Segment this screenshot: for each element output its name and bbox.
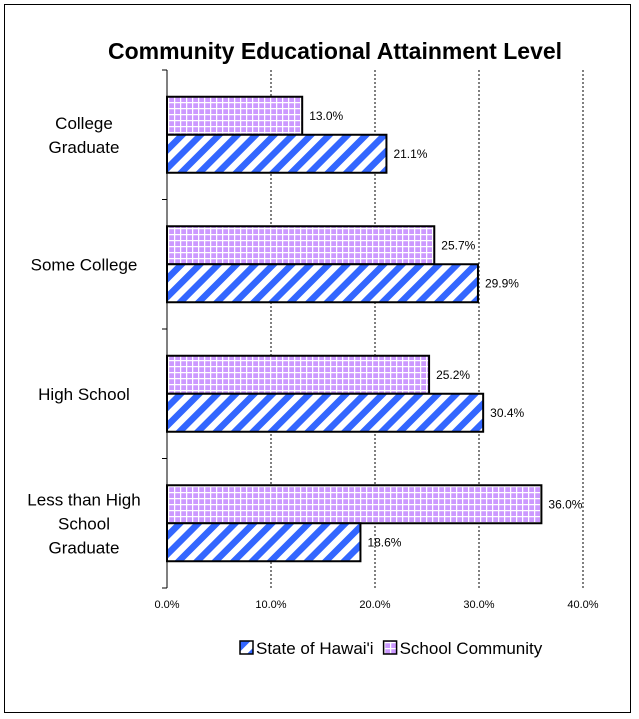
data-label: 30.4% [490,406,524,420]
chart-title: Community Educational Attainment Level [107,38,563,64]
category-label: Some College [31,255,138,274]
bar-school-community [166,484,543,525]
category-label: Graduate [49,138,120,157]
category-label: College [55,114,113,133]
data-label: 21.1% [393,147,427,161]
data-label: 25.7% [441,238,475,252]
x-tick-label: 30.0% [463,599,494,611]
bar-school-community [166,95,304,136]
category-label: School [58,514,110,533]
bar-school-community [166,225,436,266]
bar-state [166,133,388,174]
data-label: 25.2% [436,368,470,382]
legend-swatch [239,640,254,655]
data-label: 29.9% [485,276,519,290]
x-tick-label: 10.0% [255,599,286,611]
bar-state [166,522,362,563]
data-label: 18.6% [367,535,401,549]
data-label: 36.0% [548,497,582,511]
bar-school-community [166,354,431,395]
legend-label: State of Hawai'i [256,639,374,658]
x-tick-label: 20.0% [359,599,390,611]
legend-label: School Community [400,639,543,658]
bar-state [166,263,479,304]
legend-swatch [382,640,398,655]
bar-state [166,392,485,433]
category-label: High School [38,385,130,404]
data-label: 13.0% [309,109,343,123]
x-tick-label: 0.0% [154,599,179,611]
category-label: Less than High [27,490,140,509]
x-tick-label: 40.0% [567,599,598,611]
category-label: Graduate [49,538,120,557]
